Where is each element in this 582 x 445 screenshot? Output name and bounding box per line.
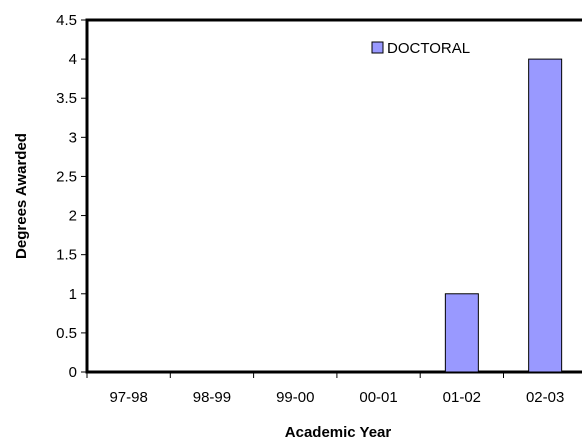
legend-label: DOCTORAL xyxy=(387,40,470,57)
x-tick-label: 01-02 xyxy=(443,389,481,406)
y-tick-label: 1 xyxy=(69,286,77,303)
y-tick-label: 0.5 xyxy=(56,325,77,342)
y-tick-label: 1.5 xyxy=(56,247,77,264)
bars xyxy=(444,58,563,373)
plot-area xyxy=(85,18,582,374)
x-tick-label: 97-98 xyxy=(109,389,147,406)
x-tick-label: 02-03 xyxy=(526,389,564,406)
bar-01-02 xyxy=(444,293,479,373)
x-axis: 97-98 98-99 99-00 00-01 01-02 02-03 xyxy=(86,372,564,406)
y-tick-label: 3 xyxy=(69,129,77,146)
x-axis-title: Academic Year xyxy=(285,424,392,441)
plot-frame xyxy=(85,18,582,374)
y-tick-label: 2 xyxy=(69,208,77,225)
y-tick-label: 4 xyxy=(69,51,77,68)
y-axis: 0 0.5 1 1.5 2 2.5 3 3.5 4 4.5 xyxy=(56,12,87,381)
bar-02-03 xyxy=(528,58,563,373)
y-tick-label: 2.5 xyxy=(56,168,77,185)
legend-swatch xyxy=(371,41,384,54)
x-tick-label: 99-00 xyxy=(276,389,314,406)
legend: DOCTORAL xyxy=(371,40,470,57)
x-tick-label: 98-99 xyxy=(193,389,231,406)
x-tick-label: 00-01 xyxy=(359,389,397,406)
y-tick-label: 4.5 xyxy=(56,12,77,29)
y-tick-label: 0 xyxy=(69,364,77,381)
y-axis-title: Degrees Awarded xyxy=(13,133,30,259)
y-tick-label: 3.5 xyxy=(56,90,77,107)
